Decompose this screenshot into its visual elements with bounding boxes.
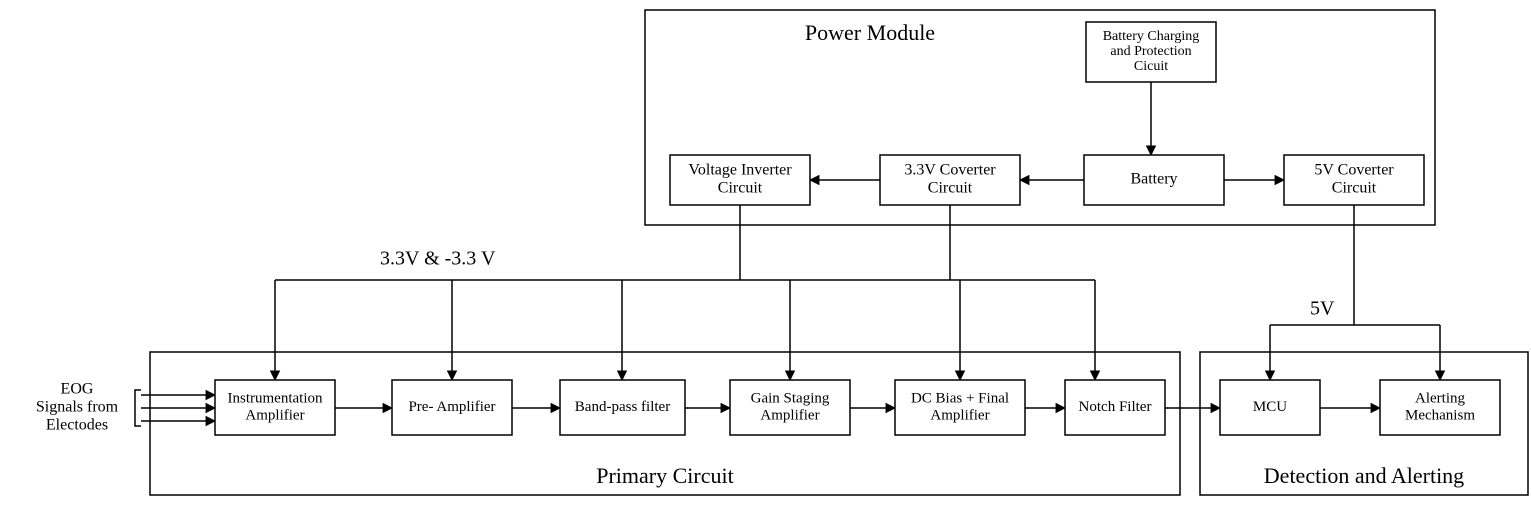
box-conv5-label-line-0: 5V Coverter: [1314, 162, 1394, 179]
box-gain-label-line-0: Gain Staging: [751, 390, 830, 406]
box-volt_inv-label-line-0: Voltage Inverter: [688, 162, 792, 179]
box-volt_inv-label-line-1: Circuit: [718, 180, 763, 197]
box-alert-label-line-1: Mechanism: [1405, 407, 1475, 423]
block-diagram: Power Module Primary Circuit Detection and…: [0, 0, 1531, 513]
box-notch-label-line-0: Notch Filter: [1079, 399, 1152, 415]
box-batt_protect-label-line-2: Cicuit: [1134, 59, 1168, 74]
box-mcu-label-line-0: MCU: [1253, 399, 1287, 415]
label-3v3: 3.3V & -3.3 V: [380, 248, 496, 270]
label-eog-line-0: EOG: [61, 381, 94, 398]
box-dcbias-label-line-1: Amplifier: [930, 407, 989, 423]
box-batt_protect-label-line-1: and Protection: [1110, 44, 1191, 59]
eog-bracket: [135, 390, 141, 426]
box-alert-label-line-0: Alerting: [1415, 390, 1465, 406]
box-battery-label-line-0: Battery: [1130, 171, 1177, 188]
box-conv5-label-line-1: Circuit: [1332, 180, 1377, 197]
box-batt_protect-label-line-0: Battery Charging: [1103, 29, 1200, 44]
box-gain-label-line-1: Amplifier: [760, 407, 819, 423]
box-preamp-label-line-0: Pre- Amplifier: [408, 399, 495, 415]
label-eog-line-2: Electodes: [46, 417, 108, 434]
box-bpf-label-line-0: Band-pass filter: [575, 399, 670, 415]
box-instr-label-line-1: Amplifier: [245, 407, 304, 423]
container-detect-title: Detection and Alerting: [1264, 463, 1464, 488]
box-dcbias-label-line-0: DC Bias + Final: [911, 390, 1009, 406]
label-5v: 5V: [1310, 298, 1335, 320]
container-primary-title: Primary Circuit: [596, 463, 733, 488]
box-conv33-label-line-0: 3.3V Coverter: [904, 162, 996, 179]
container-power-title: Power Module: [805, 20, 935, 45]
box-instr-label-line-0: Instrumentation: [228, 390, 323, 406]
box-conv33-label-line-1: Circuit: [928, 180, 973, 197]
label-eog-line-1: Signals from: [36, 399, 119, 416]
